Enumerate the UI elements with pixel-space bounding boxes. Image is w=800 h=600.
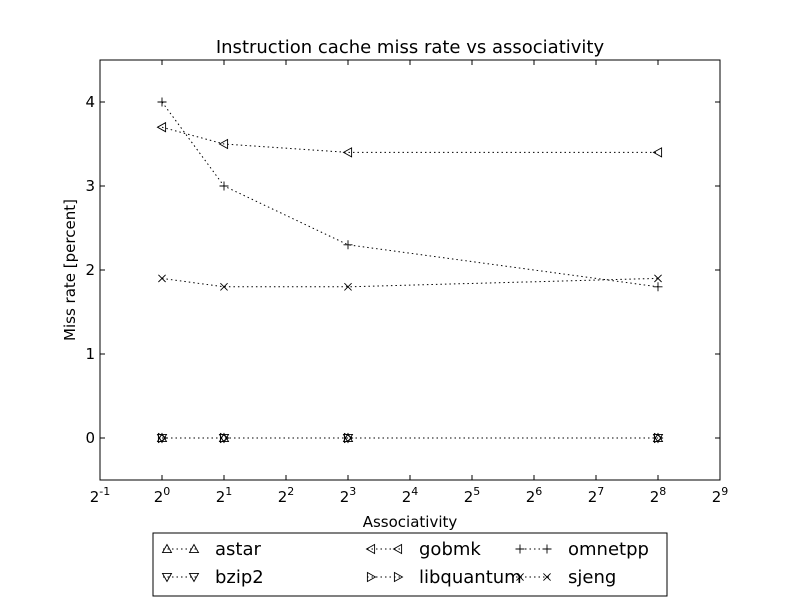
y-axis-label: Miss rate [percent]: [61, 199, 79, 341]
legend-marker: [188, 572, 200, 583]
legend-item-gobmk: gobmk: [365, 539, 481, 560]
legend-marker: [393, 571, 404, 583]
legend-item-omnetpp: omnetpp: [515, 539, 649, 560]
data-point-gobmk-1: [218, 138, 229, 150]
x-axis-label: Associativity: [363, 513, 458, 531]
series-sjeng: [158, 274, 662, 291]
legend-label: astar: [215, 539, 261, 560]
legend-marker: [542, 544, 552, 554]
x-tick-label: 29: [712, 485, 729, 506]
x-tick-label: 2-1: [90, 485, 111, 506]
legend-item-astar: astar: [161, 539, 261, 560]
legend-marker: [366, 571, 377, 583]
legend: astar bzip2 gobmk libquantum omnetpp sjeng: [152, 532, 668, 597]
legend-marker: [188, 543, 200, 554]
data-point-libquantum-0: [157, 432, 168, 444]
legend-marker: [365, 543, 376, 555]
series-omnetpp: [157, 97, 663, 292]
data-point-sjeng-1: [220, 282, 228, 291]
data-point-bzip2-2: [342, 433, 354, 444]
data-point-omnetpp-0: [157, 97, 167, 107]
series-libquantum: [157, 432, 664, 444]
x-tick-label: 27: [588, 485, 605, 506]
y-tick-label: 1: [85, 345, 95, 363]
series-gobmk: [156, 121, 663, 158]
series-line-sjeng: [161, 277, 659, 288]
data-point-gobmk-0: [156, 121, 167, 133]
data-point-omnetpp-3: [653, 282, 663, 292]
legend-item-libquantum: libquantum: [366, 567, 522, 588]
legend-box: [152, 532, 668, 597]
data-point-omnetpp-2: [343, 240, 353, 250]
legend-marker: [543, 573, 551, 581]
data-point-bzip2-0: [156, 433, 168, 444]
x-tick-label: 28: [650, 485, 667, 506]
legend-label: bzip2: [215, 567, 264, 588]
x-tick-label: 26: [526, 485, 543, 506]
x-tick-label: 25: [464, 485, 481, 506]
y-tick-label: 4: [85, 93, 95, 111]
data-point-libquantum-2: [343, 432, 354, 444]
series-line-omnetpp: [161, 101, 659, 288]
plot-frame: [99, 59, 721, 481]
x-tick-label: 22: [278, 485, 295, 506]
data-point-libquantum-1: [219, 432, 230, 444]
x-tick-label: 21: [216, 485, 233, 506]
legend-label: omnetpp: [568, 539, 649, 560]
data-point-sjeng-0: [158, 274, 166, 283]
series-line-gobmk: [161, 126, 658, 153]
legend-marker: [516, 573, 524, 581]
legend-marker: [161, 543, 173, 554]
data-point-bzip2-3: [652, 433, 664, 444]
y-tick-label: 2: [85, 261, 95, 279]
legend-marker: [515, 544, 525, 554]
x-tick-label: 24: [402, 485, 419, 506]
y-tick-label: 3: [85, 177, 95, 195]
legend-marker: [392, 543, 403, 555]
legend-label: libquantum: [419, 567, 522, 588]
legend-item-sjeng: sjeng: [516, 567, 616, 588]
x-tick-label: 20: [154, 485, 171, 506]
data-point-gobmk-2: [342, 147, 353, 158]
data-point-sjeng-2: [344, 282, 352, 291]
legend-item-bzip2: bzip2: [161, 567, 264, 588]
data-point-omnetpp-1: [219, 181, 229, 191]
data-point-gobmk-3: [652, 147, 663, 158]
chart-title: Instruction cache miss rate vs associati…: [216, 37, 605, 58]
legend-label: sjeng: [568, 567, 616, 588]
legend-marker: [161, 572, 173, 583]
x-tick-label: 23: [340, 485, 357, 506]
data-point-libquantum-3: [653, 432, 664, 444]
legend-label: gobmk: [419, 539, 481, 560]
plot-area: [156, 97, 664, 444]
data-point-sjeng-3: [654, 274, 662, 283]
y-tick-label: 0: [85, 429, 95, 447]
